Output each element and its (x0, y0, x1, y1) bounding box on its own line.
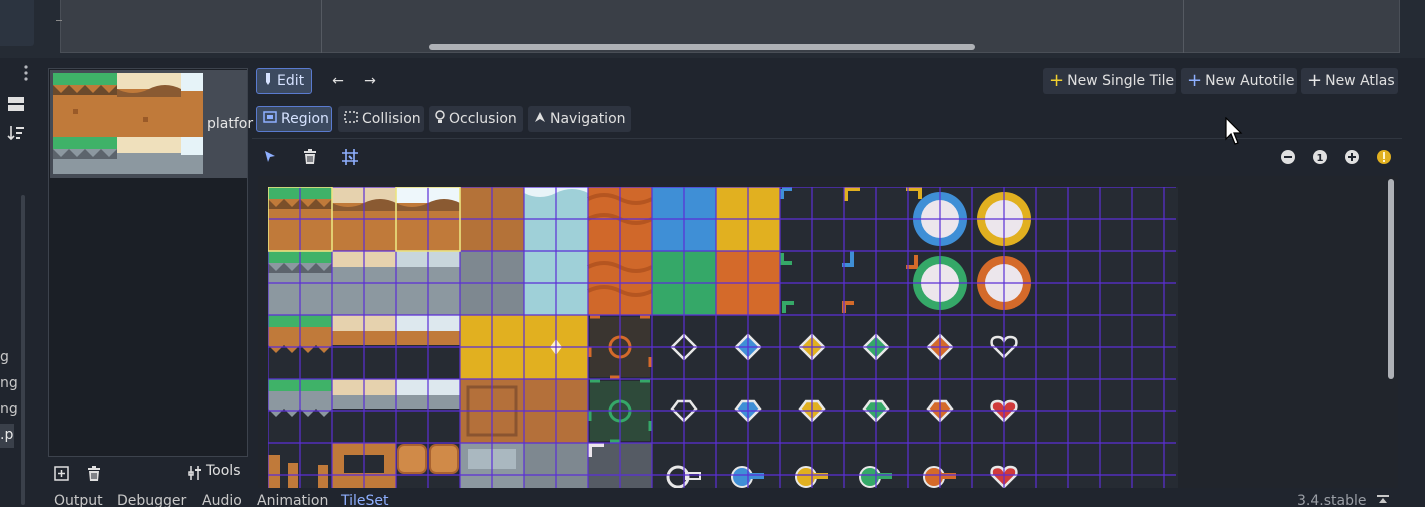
viewport-guide-line (321, 0, 322, 53)
tileset-texture-preview (268, 187, 1178, 488)
new-atlas-button[interactable]: + New Atlas (1301, 68, 1398, 94)
new-single-tile-label: New Single Tile (1067, 73, 1175, 89)
arrow-left-icon: ← (332, 73, 344, 89)
plus-icon: + (1049, 70, 1065, 91)
light-occluder-icon (435, 110, 445, 128)
plus-icon: + (1307, 70, 1323, 91)
next-tile-button[interactable]: → (358, 68, 382, 94)
texture-name: platfor (207, 116, 254, 132)
texture-thumbnail (53, 73, 203, 174)
occlusion-mode-button[interactable]: Occlusion (429, 106, 523, 132)
expand-panel-icon[interactable] (1376, 494, 1390, 507)
grid-snap-icon[interactable] (341, 148, 359, 166)
engine-version-label: 3.4.stable (1297, 493, 1367, 507)
toolbar-separator (252, 138, 1402, 139)
navigation-mode-button[interactable]: Navigation (528, 106, 631, 132)
region-mode-button[interactable]: Region (256, 106, 332, 132)
list-view-icon[interactable] (7, 96, 25, 112)
previous-tile-button[interactable]: ← (326, 68, 350, 94)
viewport-ruler-tick (56, 20, 62, 21)
selected-tile-highlight (395, 187, 461, 252)
new-autotile-label: New Autotile (1205, 73, 1295, 89)
arrow-right-icon: → (364, 73, 376, 89)
remove-texture-icon[interactable] (85, 465, 103, 483)
info-icon[interactable] (1376, 149, 1394, 167)
collision-mode-button[interactable]: Collision (338, 106, 424, 132)
dock-scrollbar[interactable] (21, 195, 25, 505)
bottom-panel-bar (40, 489, 1425, 507)
tools-menu-button[interactable]: Tools (206, 463, 241, 479)
select-tool-icon[interactable] (262, 149, 280, 167)
bottom-tab-animation[interactable]: Animation (257, 493, 329, 507)
region-mode-label: Region (281, 111, 329, 127)
occlusion-mode-label: Occlusion (449, 111, 517, 127)
edit-button[interactable]: Edit (256, 68, 312, 94)
vertical-scrollbar[interactable] (1388, 179, 1394, 379)
pencil-icon (263, 72, 273, 90)
zoom-reset-icon[interactable]: 1 (1312, 149, 1330, 167)
selected-tile-highlight (268, 187, 333, 252)
bottom-tab-tileset[interactable]: TileSet (341, 493, 389, 507)
bottom-tab-output[interactable]: Output (54, 493, 103, 507)
bottom-tab-debugger[interactable]: Debugger (117, 493, 187, 507)
region-icon (263, 111, 277, 127)
new-autotile-button[interactable]: + New Autotile (1181, 68, 1297, 94)
tileset-atlas-canvas[interactable] (258, 176, 1398, 488)
navigation-icon (534, 111, 546, 127)
horizontal-scrollbar[interactable] (429, 44, 975, 50)
autotile-grid (268, 187, 1176, 488)
texture-list-item[interactable]: platfor (50, 70, 253, 178)
left-panel-tab[interactable] (0, 0, 34, 46)
collision-icon (344, 111, 358, 127)
bottom-tab-audio[interactable]: Audio (202, 493, 242, 507)
sort-icon[interactable] (7, 125, 25, 141)
collision-mode-label: Collision (362, 111, 421, 127)
dock-file-item[interactable]: ng (0, 401, 18, 417)
new-single-tile-button[interactable]: + New Single Tile (1043, 68, 1176, 94)
mouse-cursor-icon (1225, 117, 1243, 145)
zoom-in-icon[interactable] (1344, 149, 1362, 167)
add-texture-icon[interactable] (53, 465, 71, 483)
dock-file-item[interactable]: g (0, 349, 9, 365)
zoom-out-icon[interactable] (1280, 149, 1298, 167)
zoom-reset-label: 1 (1317, 153, 1324, 164)
new-atlas-label: New Atlas (1325, 73, 1395, 89)
viewport-guide-line (1183, 0, 1184, 53)
plus-icon: + (1187, 70, 1203, 91)
edit-button-label: Edit (277, 73, 305, 89)
dock-file-item-selected[interactable]: .p (0, 424, 14, 448)
dock-menu-icon[interactable] (23, 64, 29, 82)
tileset-texture-list[interactable]: platfor (48, 68, 253, 457)
erase-tool-icon[interactable] (302, 149, 320, 167)
tools-icon[interactable] (188, 465, 206, 483)
navigation-mode-label: Navigation (550, 111, 626, 127)
dock-file-item[interactable]: ng (0, 375, 18, 391)
